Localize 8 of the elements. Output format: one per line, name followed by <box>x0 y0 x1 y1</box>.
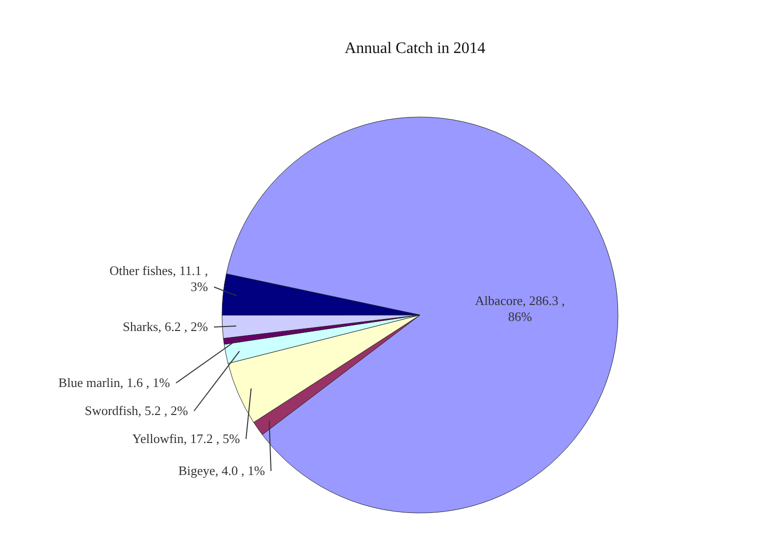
chart-title: Annual Catch in 2014 <box>344 40 486 57</box>
slice-label: Yellowfin, 17.2 , 5% <box>132 431 240 446</box>
slice-label: Swordfish, 5.2 , 2% <box>84 403 188 418</box>
slice-label: Other fishes, 11.1 , 3% <box>110 263 208 294</box>
slice-label: Sharks, 6.2 , 2% <box>122 319 208 334</box>
slice-label: Blue marlin, 1.6 , 1% <box>58 375 170 390</box>
slice-label: Albacore, 286.3 , 86% <box>475 293 565 324</box>
slice-label: Bigeye, 4.0 , 1% <box>178 463 266 478</box>
